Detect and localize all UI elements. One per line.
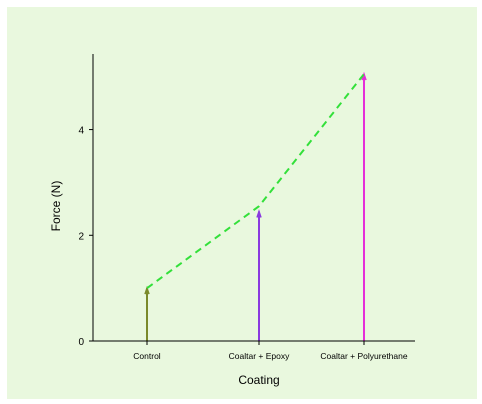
y-axis-label: Force (N): [49, 181, 63, 232]
trend-dashed-line: [146, 73, 365, 289]
bar-group: [144, 71, 367, 341]
y-tick-label: 0: [78, 337, 84, 348]
x-tick-label: Coaltar + Polyurethane: [320, 351, 407, 361]
chart-panel: 0 2 4 Control Coaltar + Epoxy Coaltar + Poly…: [7, 7, 477, 399]
y-tick-label: 2: [78, 231, 84, 242]
y-tick-group: 0 2 4: [78, 126, 93, 348]
chart-background: [7, 7, 477, 399]
bar-tip: [144, 285, 150, 295]
bar-tip: [361, 71, 367, 81]
x-tick-label: Coaltar + Epoxy: [229, 351, 290, 361]
x-tick-label: Control: [133, 351, 161, 361]
y-tick-label: 4: [78, 126, 84, 137]
force-bar-chart: 0 2 4 Control Coaltar + Epoxy Coaltar + Poly…: [7, 7, 477, 399]
x-axis-label: Coating: [238, 373, 279, 387]
bar-tip: [256, 209, 262, 218]
x-tick-group: Control Coaltar + Epoxy Coaltar + Polyuret…: [133, 341, 408, 361]
